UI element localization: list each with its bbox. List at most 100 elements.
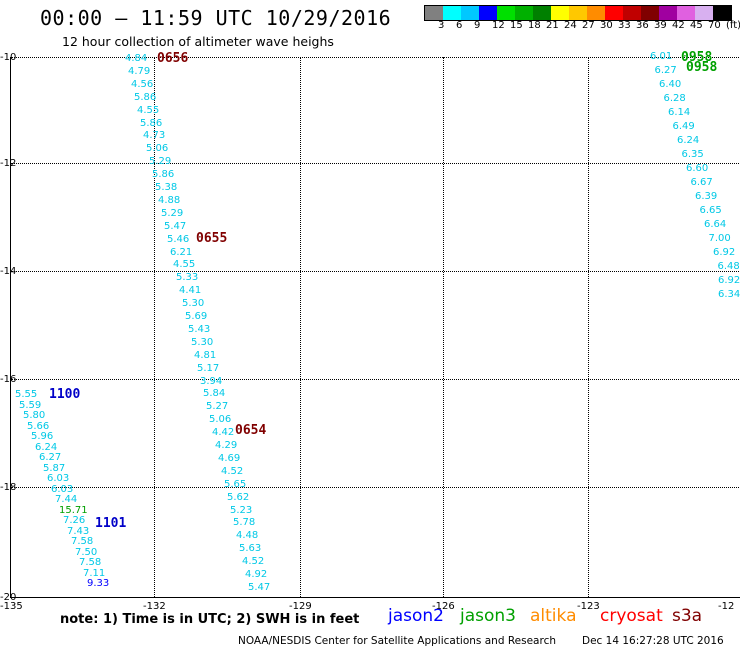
swh-observation: 5.86: [152, 169, 175, 181]
map-area: [10, 57, 740, 598]
scale-swatch: [551, 6, 569, 20]
swh-observation: 5.29: [161, 207, 184, 219]
scale-label: 18: [528, 20, 541, 31]
swh-observation: 5.80: [23, 410, 46, 421]
swh-observation: 5.47: [248, 581, 271, 593]
latitude-gridline: [11, 57, 740, 58]
swh-observation: 4.92: [245, 569, 268, 580]
swh-observation: 6.35: [681, 149, 704, 160]
scale-label: 45: [690, 20, 703, 31]
swh-observation: 5.63: [239, 543, 262, 555]
swh-observation: 6.03: [51, 483, 74, 495]
swh-observation: 5.84: [203, 388, 226, 400]
swh-observation: 7.43: [67, 525, 90, 537]
swh-observation: 5.06: [146, 143, 169, 155]
swh-observation: 6.64: [704, 219, 727, 230]
pass-time-label: 0654: [235, 423, 267, 438]
legend-cryosat: cryosat: [600, 606, 663, 626]
swh-observation: 6.92: [713, 247, 736, 258]
swh-observation: 4.84: [125, 53, 148, 64]
swh-observation: 4.42: [212, 427, 235, 439]
scale-swatch: [641, 6, 659, 20]
longitude-label: -126: [432, 601, 455, 612]
scale-swatch: [569, 6, 587, 20]
swh-observation: 4.55: [173, 259, 196, 271]
legend-altika: altika: [530, 606, 577, 626]
swh-observation: 5.47: [164, 220, 187, 232]
scale-swatch: [713, 6, 731, 20]
swh-observation: 6.92: [718, 275, 740, 286]
swh-observation: 5.59: [19, 399, 42, 411]
scale-swatch: [479, 6, 497, 20]
swh-observation: 6.24: [677, 135, 700, 146]
scale-label: 24: [564, 20, 577, 31]
latitude-label: -20: [0, 592, 17, 603]
longitude-gridline: [588, 57, 589, 597]
swh-observation: 4.41: [179, 285, 202, 297]
swh-observation: 5.86: [134, 91, 157, 103]
pass-time-label: 0958: [681, 50, 713, 65]
latitude-label: -16: [0, 374, 17, 385]
scale-label: 21: [546, 20, 559, 31]
swh-observation: 6.48: [717, 261, 740, 272]
pass-time-label: 0656: [157, 51, 189, 66]
scale-swatch: [623, 6, 641, 20]
swh-observation: 4.56: [131, 78, 154, 90]
swh-observation: 6.34: [718, 289, 740, 300]
pass-time-label: 0655: [196, 231, 228, 246]
swh-observation: 15.71: [59, 504, 88, 516]
swh-observation: 5.23: [230, 504, 253, 516]
scale-label: 39: [654, 20, 667, 31]
scale-label: 70: [708, 20, 721, 31]
swh-observation: 7.58: [71, 536, 94, 547]
scale-swatch: [605, 6, 623, 20]
swh-observation: 5.30: [191, 336, 214, 348]
scale-label: (ft): [726, 20, 740, 31]
swh-observation: 4.79: [128, 65, 151, 77]
longitude-gridline: [300, 57, 301, 597]
scale-label: 42: [672, 20, 685, 31]
scale-label: 30: [600, 20, 613, 31]
swh-observation: 5.46: [167, 233, 190, 245]
footer-credit: NOAA/NESDIS Center for Satellite Applica…: [238, 635, 556, 647]
swh-observation: 5.87: [43, 462, 66, 474]
scale-swatch: [515, 6, 533, 20]
swh-observation: 6.03: [47, 473, 70, 484]
swh-observation: 6.49: [672, 121, 695, 132]
pass-time-label: 1101: [95, 516, 127, 531]
swh-observation: 9.33: [87, 578, 110, 589]
swh-observation: 6.14: [668, 107, 691, 118]
swh-observation: 4.29: [215, 440, 238, 451]
swh-observation: 6.60: [686, 163, 709, 174]
swh-observation: 6.39: [695, 191, 718, 202]
pass-time-label: 0958: [686, 60, 718, 75]
swh-observation: 4.88: [158, 194, 181, 206]
swh-observation: 5.33: [176, 272, 199, 284]
swh-observation: 3.94: [200, 375, 223, 387]
chart-title: 00:00 – 11:59 UTC 10/29/2016: [40, 6, 392, 30]
latitude-label: -18: [0, 482, 17, 493]
swh-observation: 6.28: [663, 93, 686, 104]
scale-swatch: [695, 6, 713, 20]
scale-swatch: [587, 6, 605, 20]
swh-observation: 4.52: [221, 465, 244, 477]
swh-observation: 6.21: [170, 246, 193, 258]
swh-observation: 6.65: [699, 205, 722, 216]
latitude-label: -12: [0, 158, 17, 169]
legend-s3a: s3a: [672, 606, 703, 626]
longitude-label: -12: [718, 601, 735, 612]
swh-observation: 5.69: [185, 311, 208, 322]
latitude-label: -10: [0, 52, 17, 63]
swh-observation: 6.40: [659, 79, 682, 90]
swh-observation: 5.78: [233, 517, 256, 529]
longitude-label: -129: [289, 601, 312, 612]
swh-observation: 5.55: [15, 389, 38, 400]
note-text: note: 1) Time is in UTC; 2) SWH is in fe…: [60, 612, 360, 627]
footer-timestamp: Dec 14 16:27:28 UTC 2016: [582, 635, 724, 647]
scale-swatch: [425, 6, 443, 20]
longitude-label: -135: [0, 601, 23, 612]
scale-label: 36: [636, 20, 649, 31]
swh-observation: 5.66: [27, 420, 50, 432]
scale-label: 15: [510, 20, 523, 31]
swh-observation: 6.01: [650, 51, 673, 62]
